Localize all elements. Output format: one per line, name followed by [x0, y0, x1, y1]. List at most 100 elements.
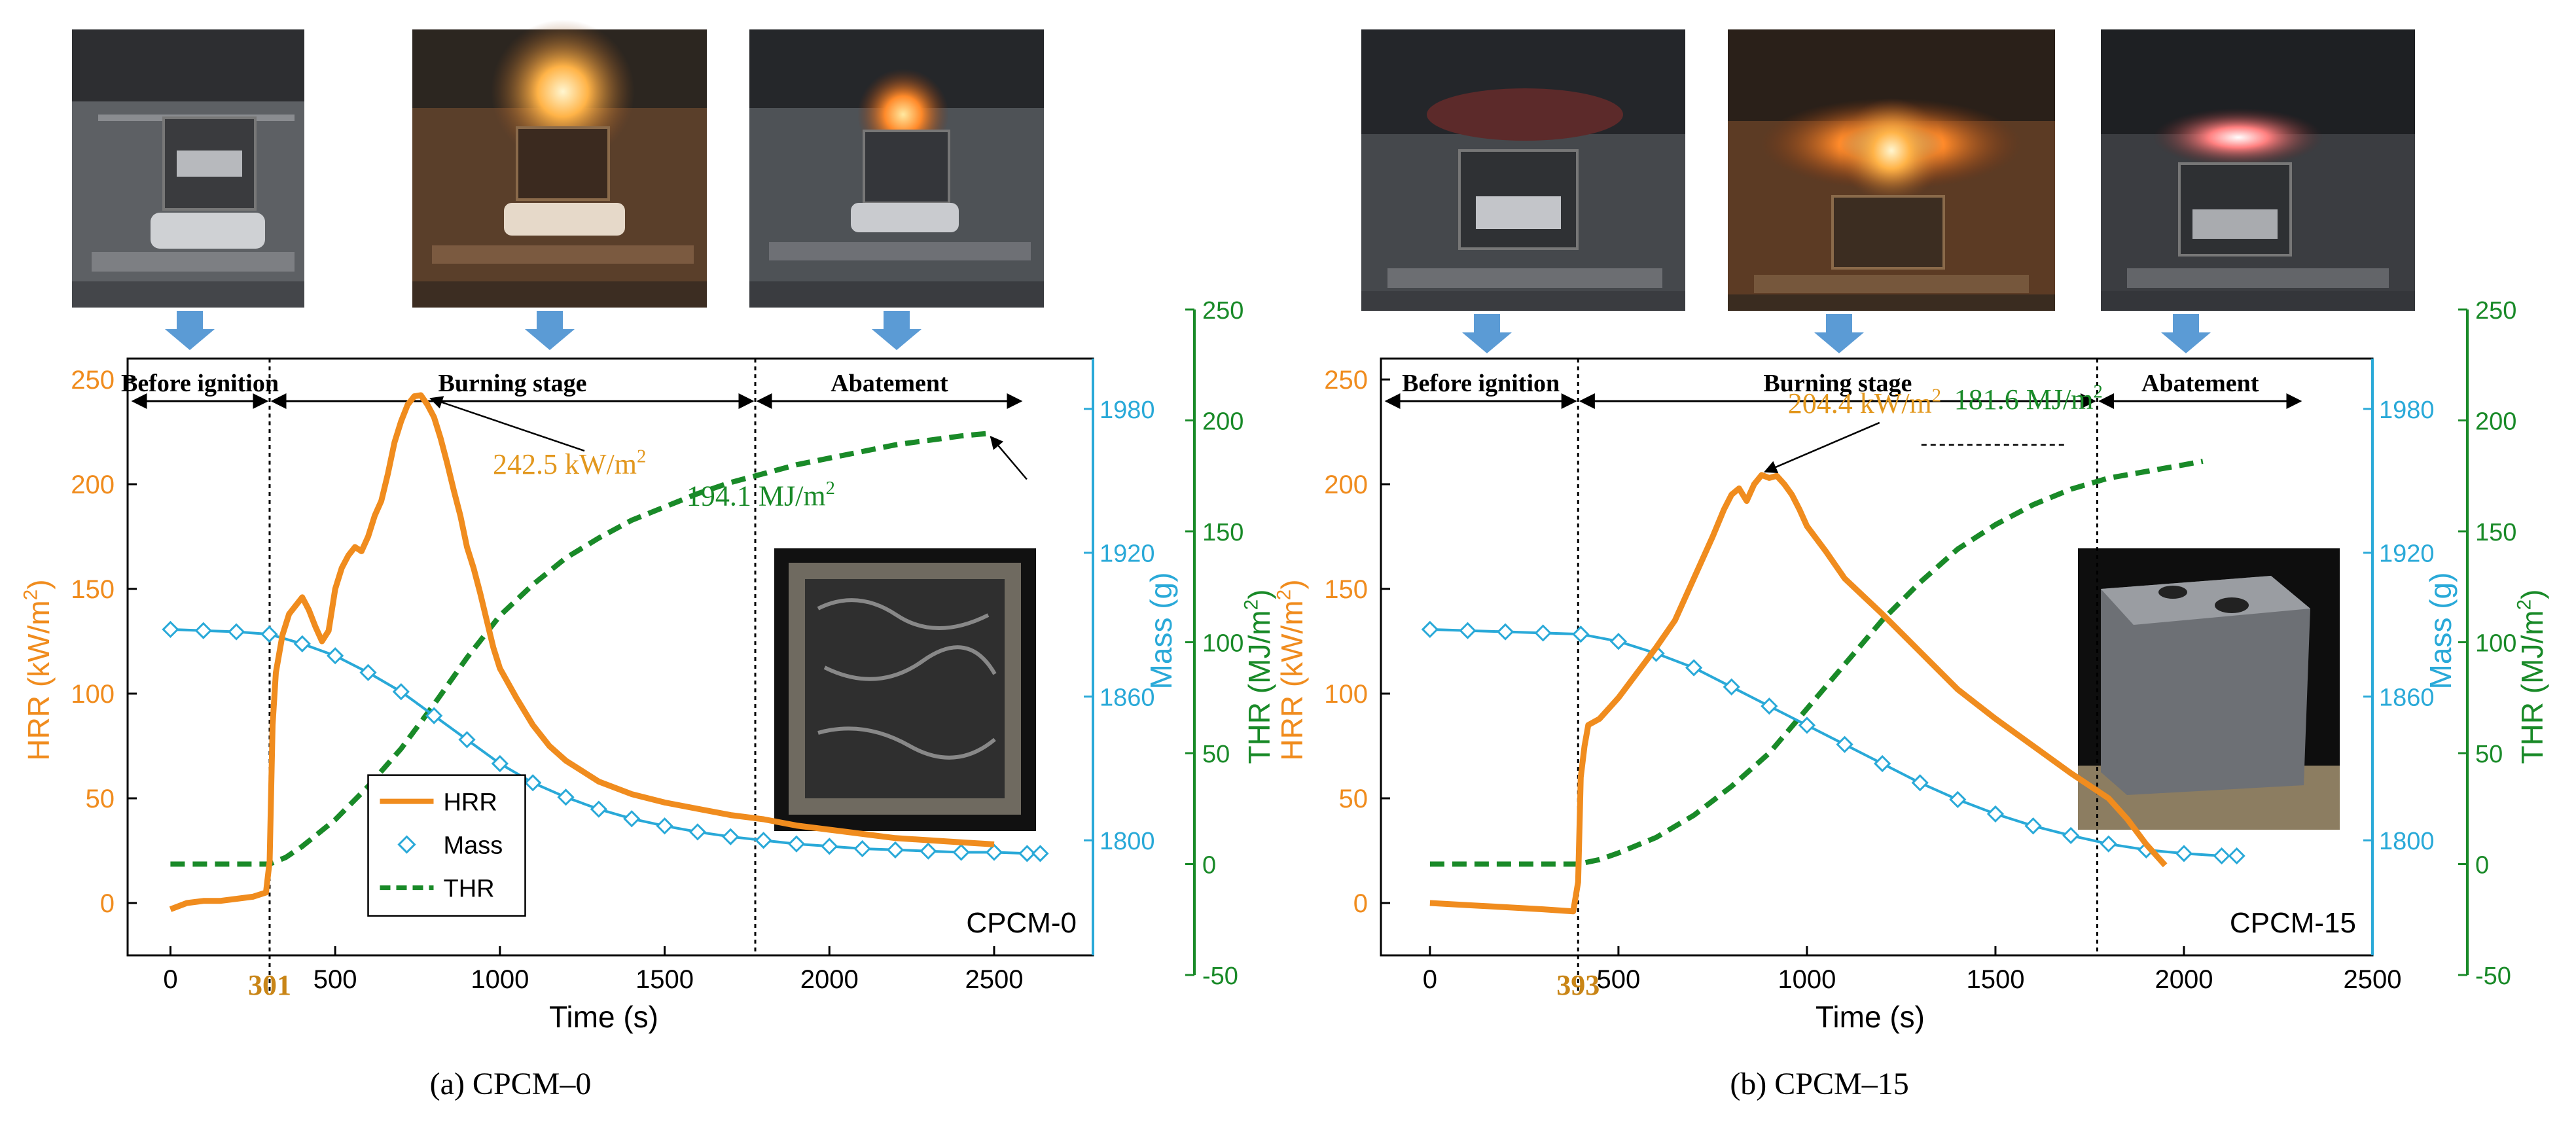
- arrow-down-icon: [1814, 314, 1864, 353]
- x-tick-label: 0: [163, 965, 177, 994]
- mass-tick-label: 1920: [1100, 540, 1155, 568]
- caption-a: (a) CPCM–0: [430, 1067, 592, 1101]
- y-left-tick-label: 50: [1339, 785, 1368, 813]
- series-line-mass: [170, 628, 1041, 855]
- legend: HRR Mass THR: [367, 774, 526, 917]
- thr-axis-title: THR (MJ/m2): [2514, 589, 2549, 764]
- x-tick-label: 500: [1597, 965, 1641, 994]
- mass-axis-title: Mass (g): [2424, 573, 2458, 690]
- peak-hrr-label: 242.5 kW/m2: [493, 446, 646, 480]
- x-tick-label: 1000: [471, 965, 529, 994]
- mass-point: [2100, 835, 2117, 853]
- mass-point: [458, 731, 476, 749]
- thr-tick-label: 150: [1202, 519, 1243, 546]
- mass-point: [787, 835, 806, 853]
- mass-point: [623, 810, 641, 828]
- thr-tick-label: 50: [1202, 741, 1230, 768]
- mass-point: [392, 682, 410, 701]
- sample-label: CPCM-0: [966, 907, 1077, 939]
- legend-box: [367, 774, 526, 917]
- mass-point: [228, 623, 245, 641]
- legend-swatch-mass: [397, 835, 416, 854]
- mass-point: [853, 840, 871, 858]
- mass-point: [1421, 620, 1439, 639]
- thr-tick-label: -50: [1202, 963, 1238, 990]
- y-left-tick-label: 100: [1324, 680, 1368, 709]
- mass-point: [1572, 626, 1590, 643]
- mass-point: [952, 843, 970, 861]
- mass-point: [1534, 624, 1552, 642]
- y-left-tick-label: 200: [1324, 470, 1368, 499]
- x-tick-label: 2000: [800, 965, 859, 994]
- mass-tick-label: 1980: [2379, 397, 2435, 424]
- mass-point: [1949, 790, 1967, 809]
- y-left-tick-label: 200: [71, 470, 115, 499]
- mass-point: [1836, 735, 1853, 753]
- y-left-tick-label: 150: [71, 575, 115, 604]
- inset-photo-b-residue: [2078, 548, 2340, 830]
- photo-a-before-ignition: [72, 29, 304, 308]
- mass-point: [590, 800, 608, 818]
- y-left-tick-label: 0: [100, 889, 115, 918]
- thr-axis-title: THR (MJ/m2): [1241, 589, 1276, 764]
- stage-label: Before ignition: [121, 370, 279, 397]
- mass-point: [327, 647, 344, 665]
- photo-a-burning: [412, 20, 707, 308]
- stage-label: Burning stage: [438, 370, 586, 397]
- mass-point: [722, 828, 740, 845]
- series-line-hrr: [1429, 472, 2168, 915]
- mass-point: [1798, 717, 1816, 734]
- thr-tick-label: 250: [1202, 297, 1243, 325]
- series-line-hrr: [169, 392, 995, 912]
- y-left-axis-title: HRR (kW/m2): [1274, 579, 1309, 760]
- stage-label: Burning stage: [1763, 370, 1912, 397]
- mass-point: [920, 842, 937, 860]
- mass-point: [2062, 826, 2080, 844]
- y-left-tick-label: 0: [1353, 889, 1368, 918]
- y-left-tick-label: 250: [71, 366, 115, 395]
- thr-tick-label: 200: [1202, 408, 1243, 436]
- thr-tick-label: 200: [2475, 408, 2516, 436]
- mass-point: [886, 841, 904, 859]
- mass-point: [293, 635, 311, 652]
- mass-point: [1723, 678, 1740, 696]
- thr-tick-label: 0: [2475, 852, 2489, 879]
- thr-tick-label: 250: [2475, 297, 2516, 325]
- x-tick-label: 0: [1423, 965, 1437, 994]
- x-axis-title: Time (s): [1816, 1000, 1925, 1034]
- arrow-down-icon: [2161, 314, 2211, 353]
- arrow-down-icon: [872, 311, 921, 350]
- mass-point: [1685, 659, 1703, 677]
- mass-tick-label: 1920: [2379, 540, 2435, 568]
- series-line-thr: [1429, 458, 2204, 867]
- series-line-thr: [170, 431, 988, 867]
- y-left-tick-label: 250: [1324, 366, 1368, 395]
- legend-label: Mass: [443, 832, 503, 860]
- mass-point: [1911, 774, 1929, 792]
- mass-point: [2228, 847, 2245, 865]
- mass-tick-label: 1860: [1100, 684, 1155, 711]
- mass-point: [689, 823, 707, 841]
- sample-label: CPCM-15: [2230, 907, 2356, 939]
- mass-point: [1018, 845, 1036, 862]
- photo-a-abatement: [749, 29, 1044, 308]
- x-axis-title: Time (s): [549, 1000, 658, 1034]
- peak-hrr-arrow: [1763, 421, 1880, 474]
- mass-point: [524, 774, 542, 792]
- caption-b: (b) CPCM–15: [1730, 1067, 1908, 1101]
- mass-point: [1761, 697, 1778, 715]
- y-left-axis-title: HRR (kW/m2): [20, 579, 56, 760]
- mass-point: [1609, 633, 1628, 650]
- mass-point: [1031, 845, 1049, 862]
- mass-point: [491, 754, 509, 773]
- mass-point: [821, 838, 838, 855]
- thr-tick-label: 0: [1202, 852, 1216, 879]
- thr-tick-label: 150: [2475, 519, 2516, 546]
- y-left-tick-label: 100: [71, 680, 115, 709]
- y-left-tick-label: 50: [86, 785, 115, 813]
- total-thr-arrow: [990, 435, 1028, 480]
- mass-point: [755, 832, 772, 849]
- photo-arrows: [165, 311, 2211, 353]
- thr-tick-label: 100: [1202, 630, 1243, 658]
- thr-tick-label: -50: [2475, 963, 2511, 990]
